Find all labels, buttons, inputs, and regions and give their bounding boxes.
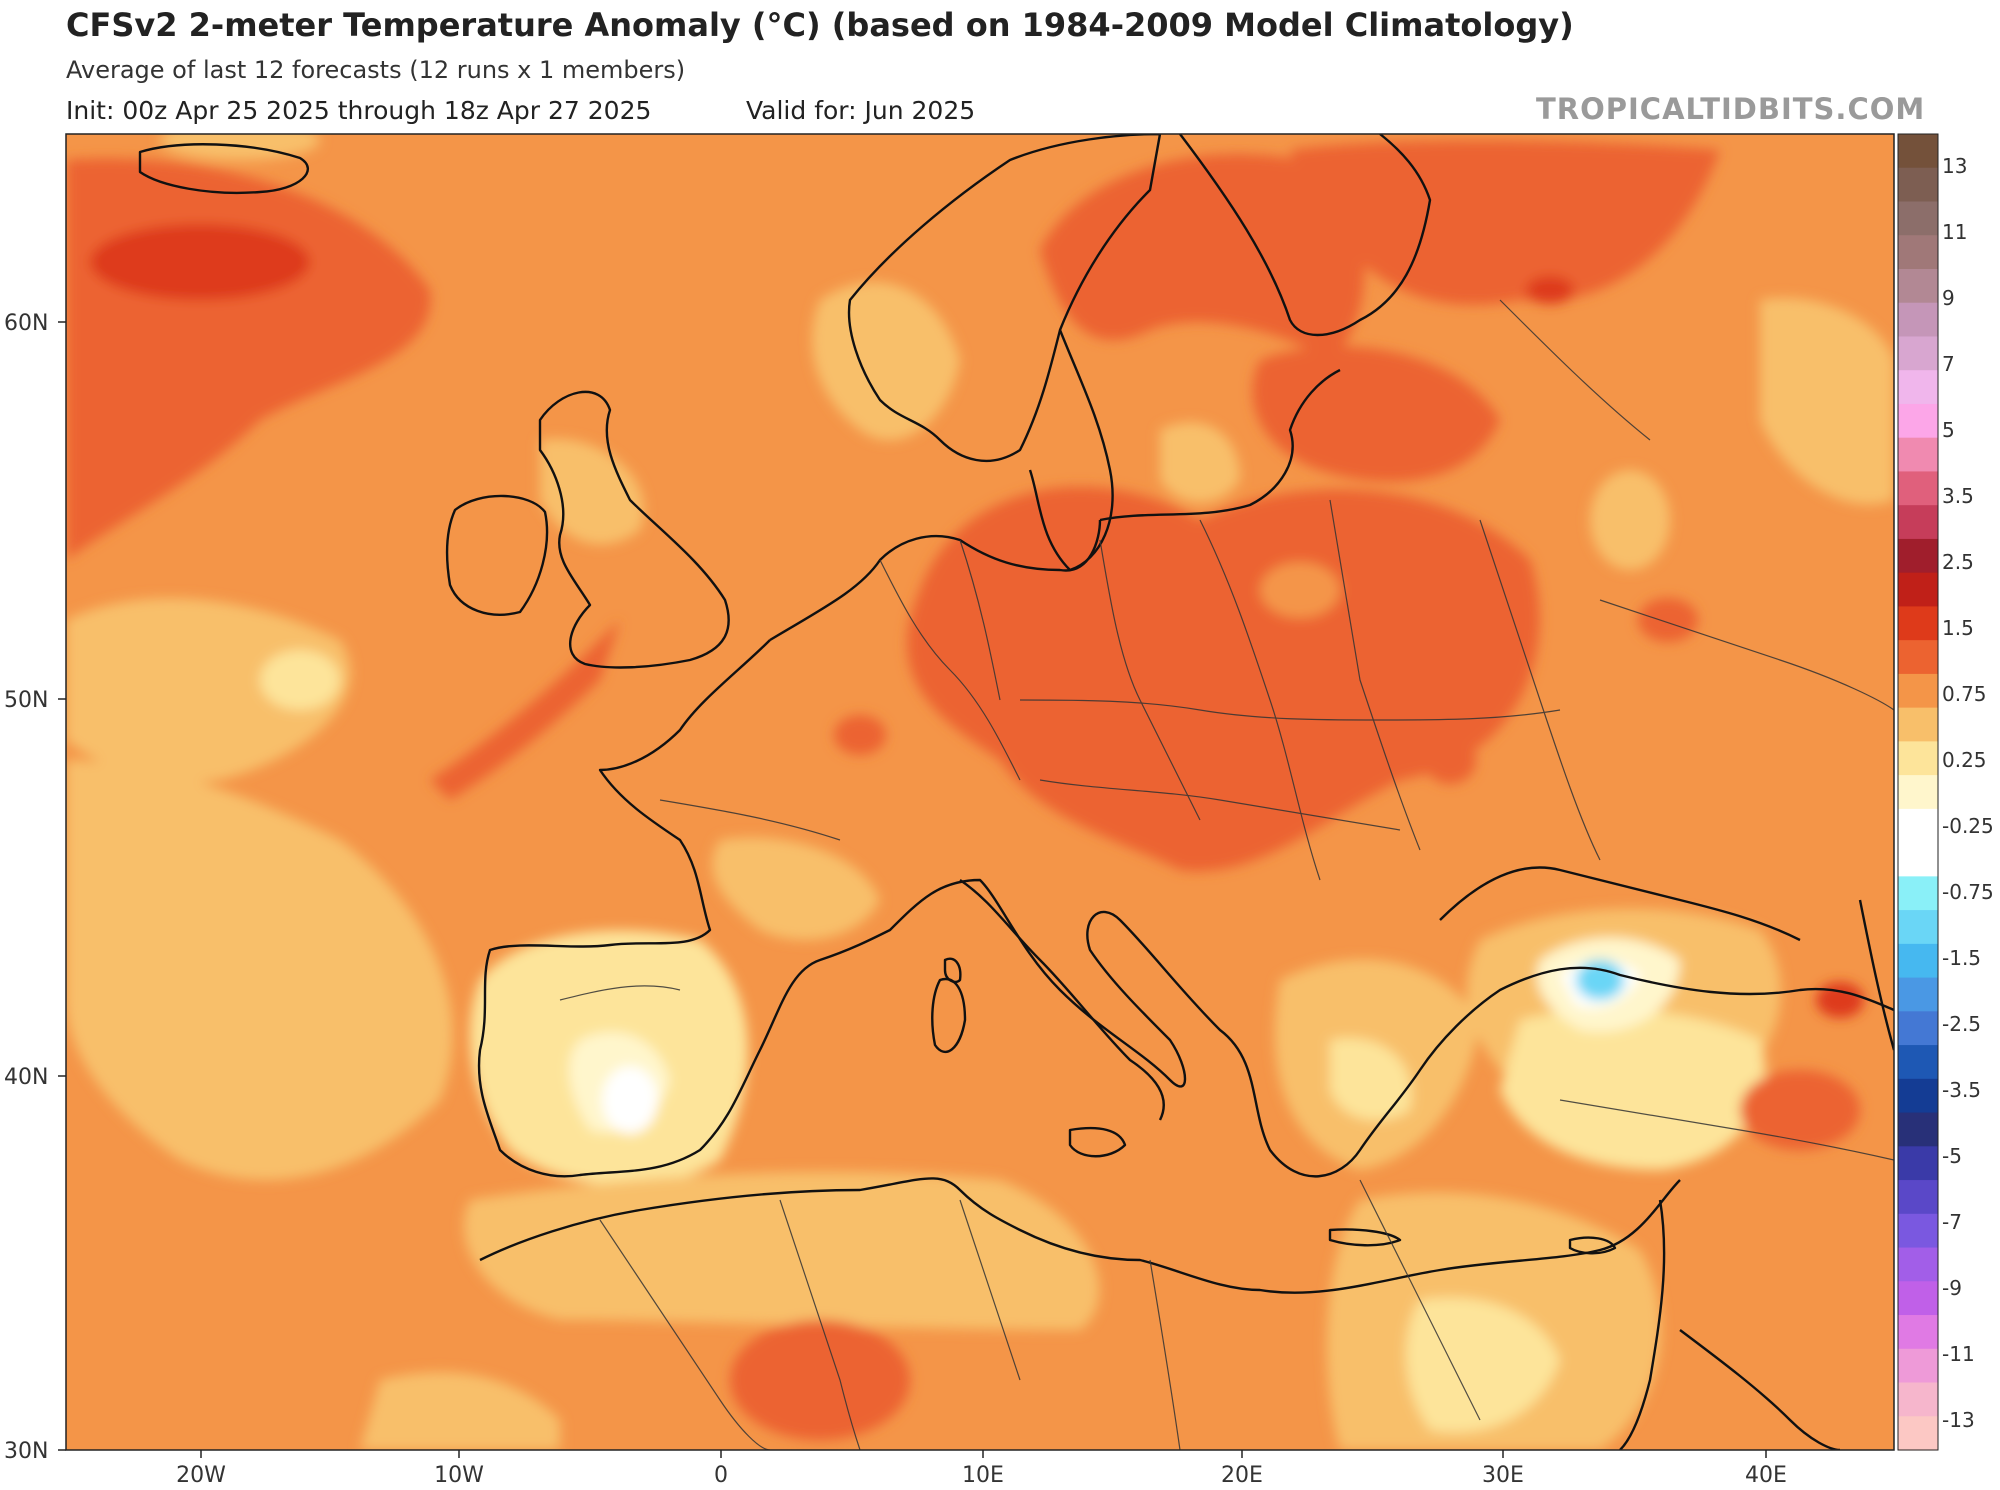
colorbar-label: 9 bbox=[1942, 286, 1955, 310]
init-time-label: Init: 00z Apr 25 2025 through 18z Apr 27… bbox=[66, 96, 652, 125]
colorbar-cell bbox=[1898, 1112, 1938, 1147]
colorbar-label: -2.5 bbox=[1942, 1012, 1981, 1036]
colorbar-cell bbox=[1898, 842, 1938, 877]
colorbar-cell bbox=[1898, 336, 1938, 371]
colorbar-label: -3.5 bbox=[1942, 1078, 1981, 1102]
colorbar-label: 3.5 bbox=[1942, 484, 1974, 508]
map-subtitle: Average of last 12 forecasts (12 runs x … bbox=[66, 56, 686, 84]
axis-ticks bbox=[58, 321, 1767, 1458]
colorbar-cell bbox=[1898, 606, 1938, 641]
lon-label-10w: 10W bbox=[434, 1463, 484, 1488]
colorbar-cell bbox=[1898, 640, 1938, 675]
colorbar-cell bbox=[1898, 302, 1938, 338]
lon-label-0: 0 bbox=[714, 1463, 728, 1488]
colorbar-cell bbox=[1898, 1348, 1938, 1384]
colorbar-label: -7 bbox=[1942, 1210, 1962, 1234]
map-title: CFSv2 2-meter Temperature Anomaly (°C) (… bbox=[66, 6, 1574, 44]
colorbar-cell bbox=[1898, 505, 1938, 540]
colorbar-cell bbox=[1898, 977, 1938, 1012]
lon-label-10e: 10E bbox=[962, 1463, 1004, 1488]
colorbar-label: -11 bbox=[1942, 1342, 1975, 1366]
lon-label-30e: 30E bbox=[1482, 1463, 1524, 1488]
colorbar-cell bbox=[1898, 943, 1938, 979]
colorbar-label: 7 bbox=[1942, 352, 1955, 376]
colorbar-cell bbox=[1898, 1281, 1938, 1316]
colorbar bbox=[1898, 134, 1938, 1451]
colorbar-cell bbox=[1898, 1078, 1938, 1114]
borders bbox=[559, 299, 1894, 1450]
colorbar-cell bbox=[1898, 1416, 1938, 1451]
colorbar-label: -9 bbox=[1942, 1276, 1962, 1300]
colorbar-cell bbox=[1898, 775, 1938, 810]
coastlines bbox=[138, 134, 1894, 1450]
lon-label-20e: 20E bbox=[1221, 1463, 1263, 1488]
colorbar-label: -1.5 bbox=[1942, 946, 1981, 970]
colorbar-cell bbox=[1898, 1213, 1938, 1249]
site-watermark: TROPICALTIDBITS.COM bbox=[1536, 92, 1926, 126]
latitude-labels: 60N 50N 40N 30N bbox=[4, 311, 48, 1464]
colorbar-cell bbox=[1898, 808, 1938, 844]
lat-label-50n: 50N bbox=[4, 688, 48, 713]
colorbar-label: -0.25 bbox=[1942, 814, 1994, 838]
lat-label-60n: 60N bbox=[4, 311, 48, 336]
colorbar-cell bbox=[1898, 707, 1938, 742]
colorbar-label: 2.5 bbox=[1942, 550, 1974, 574]
colorbar-cell bbox=[1898, 1045, 1938, 1080]
colorbar-cell bbox=[1898, 910, 1938, 945]
plot-frame bbox=[65, 133, 1895, 1451]
colorbar-cell bbox=[1898, 1146, 1938, 1181]
lat-label-40n: 40N bbox=[4, 1065, 48, 1090]
colorbar-cell bbox=[1898, 235, 1938, 270]
valid-time-label: Valid for: Jun 2025 bbox=[746, 96, 976, 125]
colorbar-cell bbox=[1898, 268, 1938, 304]
colorbar-label: 11 bbox=[1942, 220, 1967, 244]
colorbar-cell bbox=[1898, 1247, 1938, 1282]
colorbar-cell bbox=[1898, 1011, 1938, 1046]
colorbar-label: 1.5 bbox=[1942, 616, 1974, 640]
colorbar-cell bbox=[1898, 370, 1938, 405]
colorbar-labels: 13 11 9 7 5 3.5 2.5 1.5 0.75 0.25 -0.25 … bbox=[1942, 154, 1994, 1432]
colorbar-cell bbox=[1898, 741, 1938, 776]
lat-label-30n: 30N bbox=[4, 1439, 48, 1464]
colorbar-cell bbox=[1898, 538, 1938, 574]
lon-label-40e: 40E bbox=[1745, 1463, 1787, 1488]
longitude-labels: 20W 10W 0 10E 20E 30E 40E bbox=[176, 1463, 1787, 1488]
colorbar-label: 0.75 bbox=[1942, 682, 1987, 706]
colorbar-cell bbox=[1898, 572, 1938, 608]
colorbar-frame bbox=[1897, 133, 1939, 1451]
colorbar-cell bbox=[1898, 167, 1938, 203]
colorbar-cell bbox=[1898, 876, 1938, 911]
colorbar-cell bbox=[1898, 471, 1938, 506]
colorbar-cell bbox=[1898, 673, 1938, 709]
lon-label-20w: 20W bbox=[176, 1463, 226, 1488]
colorbar-label: -5 bbox=[1942, 1144, 1962, 1168]
colorbar-label: 5 bbox=[1942, 418, 1955, 442]
colorbar-label: -0.75 bbox=[1942, 880, 1994, 904]
colorbar-cell bbox=[1898, 1180, 1938, 1215]
colorbar-label: 13 bbox=[1942, 154, 1967, 178]
colorbar-cell bbox=[1898, 403, 1938, 439]
anomaly-field bbox=[66, 134, 1894, 1450]
colorbar-cell bbox=[1898, 1382, 1938, 1417]
colorbar-label: 0.25 bbox=[1942, 748, 1987, 772]
colorbar-cell bbox=[1898, 201, 1938, 236]
colorbar-cell bbox=[1898, 437, 1938, 473]
colorbar-cell bbox=[1898, 1315, 1938, 1350]
colorbar-label: -13 bbox=[1942, 1408, 1975, 1432]
colorbar-cell bbox=[1898, 134, 1938, 169]
